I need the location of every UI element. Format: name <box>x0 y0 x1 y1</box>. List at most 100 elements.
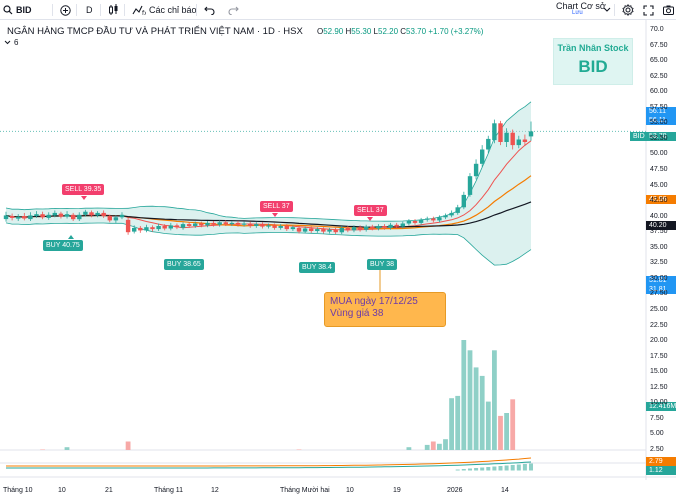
oscillator-histogram-bar <box>529 463 533 471</box>
price-tick-label: 32.50 <box>650 259 668 267</box>
volume-bar <box>449 398 454 450</box>
candle-body <box>107 216 112 221</box>
candle-body <box>473 163 479 177</box>
price-tick-label: 17.50 <box>650 352 668 360</box>
candle-body <box>119 214 125 218</box>
volume-bar <box>424 444 430 450</box>
candle-body <box>248 223 253 226</box>
candle-body <box>315 229 320 231</box>
buy-signal-tag[interactable]: BUY 40.75 <box>43 240 83 251</box>
top-toolbar: BID D fx Các chỉ báo Chart Cơ sở Lưu <box>0 0 676 20</box>
oscillator-histogram-bar <box>492 466 497 471</box>
candle-body <box>174 225 180 228</box>
candle-body <box>125 219 131 233</box>
ohlc-readout: O52.90 H55.30 L52.20 C53.70 +1.70 (+3.27… <box>317 27 483 36</box>
buy-signal-tag[interactable]: BUY 38.4 <box>299 262 335 273</box>
price-tick-label: 42.50 <box>650 197 668 205</box>
ma-long-line <box>5 201 532 228</box>
sell-signal-tag[interactable]: SELL 37 <box>354 205 387 216</box>
sell-signal-tag[interactable]: SELL 37 <box>260 201 293 212</box>
layout-name[interactable]: Chart Cơ sở <box>556 1 606 11</box>
fullscreen-icon <box>643 4 654 16</box>
candle-body <box>492 123 497 141</box>
oscillator-histogram-bar <box>486 467 491 471</box>
price-tick-label: 10.00 <box>650 399 668 407</box>
candle-body <box>327 229 332 232</box>
interval-button[interactable]: D <box>86 0 93 20</box>
layout-menu-button[interactable] <box>603 0 611 20</box>
price-tick-label: 37.50 <box>650 228 668 236</box>
candle-body <box>321 229 326 232</box>
band-lower-badge: 31.81 <box>646 285 676 294</box>
candle-body <box>254 224 259 226</box>
plus-circle-icon <box>60 4 71 16</box>
chart-canvas[interactable] <box>0 20 676 500</box>
compare-button[interactable] <box>60 0 71 20</box>
redo-button[interactable] <box>228 0 239 20</box>
last-price-badge: 53.70 <box>646 132 676 141</box>
volume-bar <box>510 399 516 450</box>
price-tick-label: 65.00 <box>650 57 668 65</box>
volume-bar <box>296 449 302 450</box>
author-watermark: Trần Nhân Stock BID <box>553 38 633 85</box>
time-tick-label: Tháng 11 <box>154 487 184 494</box>
volume-bar <box>430 441 436 450</box>
open-label: O <box>317 27 324 36</box>
volume-bar <box>485 401 491 450</box>
undo-button[interactable] <box>204 0 215 20</box>
candle-body <box>156 226 161 230</box>
chart-type-button[interactable] <box>108 0 119 20</box>
candle-body <box>284 226 289 230</box>
price-tick-label: 15.00 <box>650 368 668 376</box>
ma-long-badge: 40.20 <box>646 221 676 230</box>
settings-button[interactable] <box>622 0 634 20</box>
watermark-ticker: BID <box>578 57 608 76</box>
sell-signal-tag[interactable]: SELL 39.35 <box>62 184 105 195</box>
chevron-down-icon <box>4 40 11 45</box>
candle-body <box>77 214 82 220</box>
symbol-search[interactable]: BID <box>3 0 32 20</box>
candle-body <box>58 213 64 217</box>
candle-body <box>241 223 247 225</box>
candle-body <box>144 227 149 231</box>
candle-body <box>290 227 296 230</box>
indicators-button[interactable]: fx Các chỉ báo <box>132 0 197 20</box>
candle-body <box>193 223 198 226</box>
chart-grid <box>0 20 676 480</box>
indicators-toggle[interactable]: 6 <box>4 38 18 47</box>
buy-signal-tag[interactable]: BUY 38.65 <box>164 259 204 270</box>
fullscreen-button[interactable] <box>643 0 654 20</box>
volume-bar <box>125 441 131 450</box>
volume-bar <box>443 439 448 450</box>
volume-bar <box>492 350 497 450</box>
band-lower-badge: 31.81 <box>646 276 676 285</box>
buy-annotation-callout[interactable]: MUA ngày 17/12/25 Vùng giá 38 <box>324 292 446 327</box>
candle-body <box>278 226 283 228</box>
volume-bar <box>473 367 479 450</box>
candle-body <box>449 212 454 216</box>
oscillator-badge: 2.79 <box>646 457 676 466</box>
price-tick-label: 52.50 <box>650 134 668 142</box>
annotation-line-2: Vùng giá 38 <box>330 308 384 319</box>
candle-body <box>431 218 436 221</box>
volume-bars <box>40 340 516 450</box>
price-tick-label: 25.00 <box>650 306 668 313</box>
time-tick-label: 19 <box>393 487 401 494</box>
candle-body <box>162 226 167 229</box>
price-tick-label: 40.00 <box>650 212 668 220</box>
oscillator-pane <box>6 457 533 471</box>
oscillator-badge: 1.12 <box>646 466 676 475</box>
volume-bar <box>504 413 509 450</box>
oscillator-main-line <box>6 461 532 469</box>
candle-body <box>461 194 466 208</box>
volume-bar <box>64 447 70 450</box>
price-tick-label: 55.00 <box>650 119 668 127</box>
candle-body <box>516 139 521 146</box>
snapshot-button[interactable] <box>663 0 674 20</box>
candles-icon <box>109 4 118 15</box>
candle-body <box>95 212 100 216</box>
candle-body <box>28 215 33 220</box>
low-label: L <box>373 27 378 36</box>
buy-signal-tag[interactable]: BUY 38 <box>367 259 397 270</box>
sell-arrow-icon <box>367 217 373 221</box>
